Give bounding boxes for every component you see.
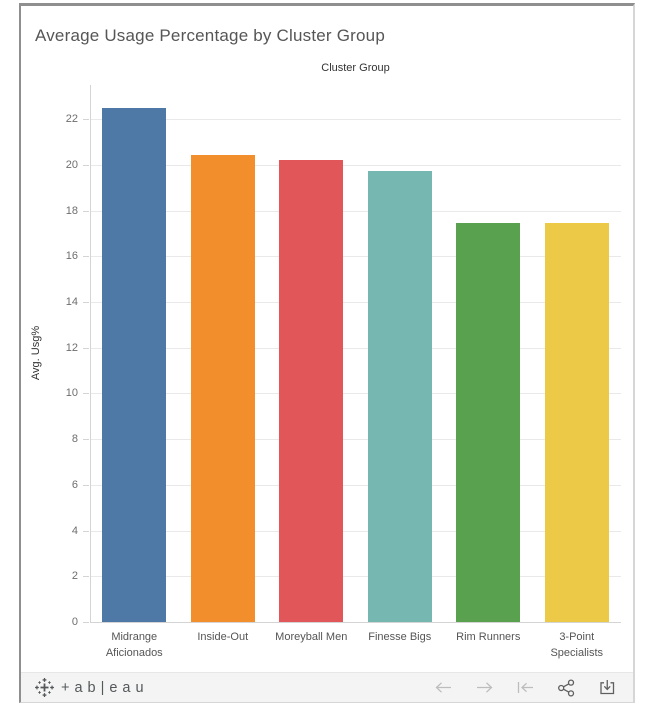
x-axis-line <box>90 622 621 623</box>
y-axis-tick-mark <box>83 256 89 258</box>
y-axis-tick-label: 10 <box>65 387 78 400</box>
y-axis-tick-mark <box>83 393 89 395</box>
page-title: Average Usage Percentage by Cluster Grou… <box>35 26 385 45</box>
category-label: Rim Runners <box>456 631 521 643</box>
gridline <box>90 484 621 486</box>
tableau-wordmark: +ab|eau <box>61 679 149 696</box>
y-axis-tick-mark <box>83 164 89 166</box>
category-label: Finesse Bigs <box>368 631 432 643</box>
y-axis-line <box>90 85 91 622</box>
y-axis-tick-label: 8 <box>71 433 78 446</box>
y-axis-tick-mark <box>83 622 89 623</box>
y-axis-tick-label: 18 <box>65 204 78 217</box>
gridline <box>90 302 621 304</box>
y-axis-tick-mark <box>83 484 89 486</box>
redo-button[interactable] <box>475 681 494 694</box>
reset-view-button[interactable] <box>516 681 535 694</box>
bar[interactable] <box>456 223 521 622</box>
bar[interactable] <box>279 160 344 622</box>
y-axis-tick-mark <box>83 347 89 349</box>
bar[interactable] <box>544 223 609 622</box>
category-label: Midrange Aficionados <box>105 631 163 659</box>
gridline <box>90 393 621 395</box>
y-axis-tick-label: 6 <box>71 478 78 491</box>
gridline <box>90 164 621 166</box>
y-axis-tick-mark <box>83 210 89 212</box>
y-axis-tick-mark <box>83 439 89 441</box>
category-label: Inside-Out <box>197 631 249 643</box>
y-axis-tick-label: 20 <box>65 158 78 171</box>
share-icon <box>558 678 575 697</box>
y-axis-tick-label: 12 <box>65 341 78 354</box>
y-axis-tick-label: 14 <box>65 296 78 309</box>
tableau-logomark-icon <box>35 678 54 697</box>
gridline <box>90 119 621 121</box>
download-icon <box>600 679 615 694</box>
gridline <box>90 439 621 441</box>
gridline <box>90 210 621 212</box>
y-axis-tick-label: 16 <box>65 250 78 263</box>
y-axis-tick-label: 4 <box>71 524 78 537</box>
redo-arrow-icon <box>477 682 493 693</box>
gridline <box>90 256 621 258</box>
y-axis-tick-label: 22 <box>65 113 78 126</box>
undo-button[interactable] <box>434 681 453 694</box>
gridline <box>90 530 621 532</box>
category-label: 3-Point Specialists <box>550 631 604 659</box>
y-axis-tick-label: 0 <box>71 616 78 628</box>
gridline <box>90 576 621 578</box>
tableau-logo[interactable]: +ab|eau <box>34 677 149 698</box>
y-axis-tick-mark <box>83 302 89 304</box>
bar[interactable] <box>367 170 432 622</box>
share-button[interactable] <box>557 678 576 697</box>
tableau-viz-frame: Average Usage Percentage by Cluster Grou… <box>19 3 635 703</box>
y-axis-tick-mark <box>83 576 89 578</box>
undo-arrow-icon <box>435 682 451 693</box>
y-axis-tick-mark <box>83 119 89 121</box>
reset-view-icon <box>517 682 533 693</box>
category-label: Moreyball Men <box>275 631 348 643</box>
y-axis-tick-label: 2 <box>71 570 78 583</box>
column-header-cluster-group: Cluster Group <box>321 62 390 74</box>
download-button[interactable] <box>598 679 617 697</box>
bar[interactable] <box>190 154 255 622</box>
footer-toolbar: +ab|eau <box>21 672 633 702</box>
toolbar-nav-icons <box>434 678 617 697</box>
bar-chart: Avg. Usg% 0 2 4 6 8 10 12 14 16 18 20 22 Midrange Af… <box>21 6 633 672</box>
y-axis-tick-mark <box>83 530 89 532</box>
bar[interactable] <box>102 107 167 622</box>
gridline <box>90 347 621 349</box>
